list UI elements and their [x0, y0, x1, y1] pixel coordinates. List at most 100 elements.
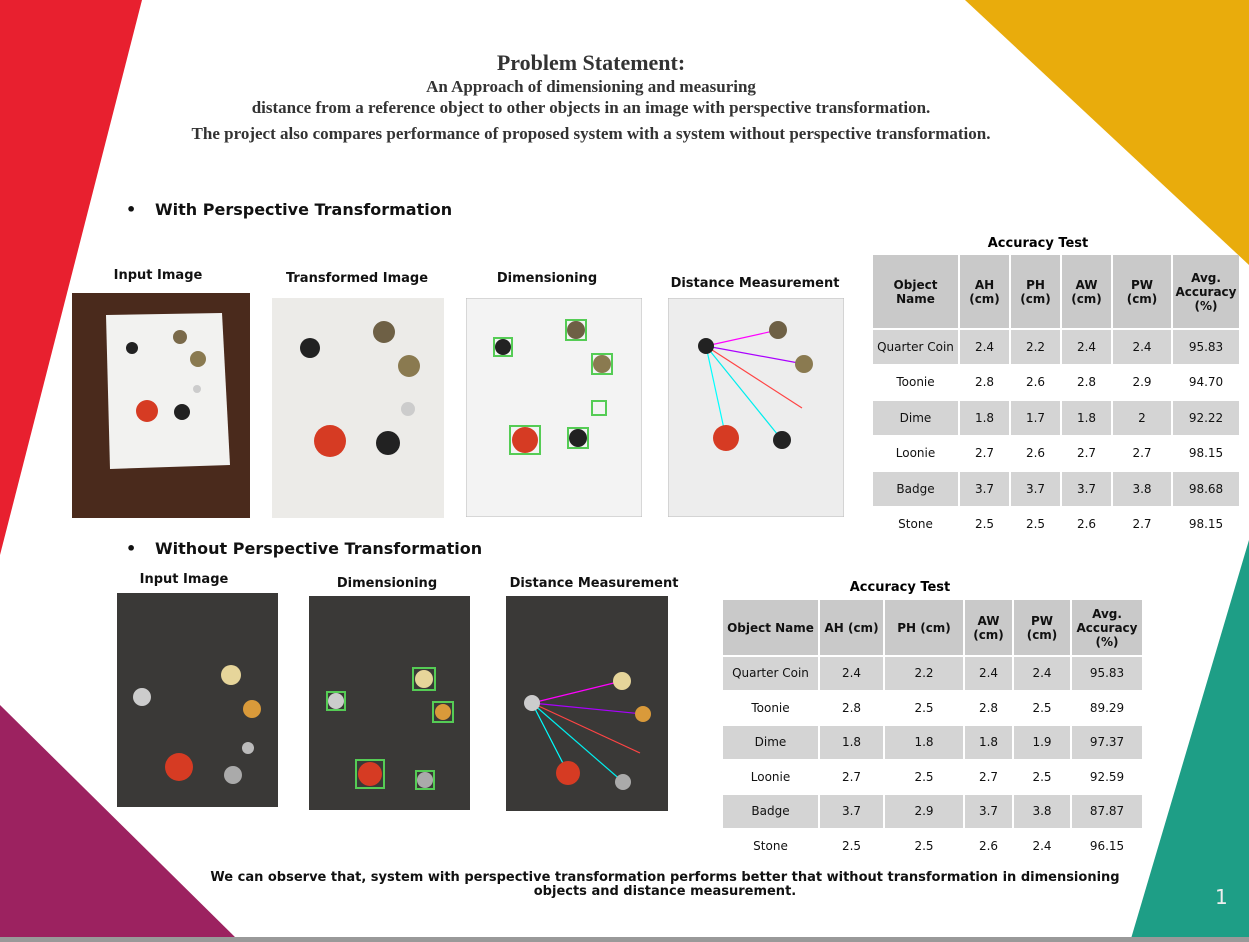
table-cell: 2.8	[841, 700, 862, 715]
table-cell: 3.8	[1113, 472, 1171, 506]
column-header: PH (cm)	[1011, 255, 1060, 328]
photo	[309, 596, 470, 810]
table-cell: 2.5	[1032, 769, 1052, 784]
table-cell: 2.2	[1011, 330, 1060, 364]
table-row: Badge 3.7 3.7 3.7 3.8 98.68	[873, 472, 1239, 506]
table-cell: 2.4	[1014, 657, 1070, 690]
table-cell: 3.8	[1014, 795, 1070, 828]
table-cell: 2	[1113, 401, 1171, 435]
table-cell: 89.29	[1089, 700, 1125, 715]
table-cell: 2.9	[1132, 375, 1152, 390]
header-row: Object Name AH (cm) PH (cm) AW (cm) PW (cm) A…	[873, 255, 1239, 328]
column-header: Avg. Accuracy (%)	[1173, 255, 1239, 328]
table-cell: 2.5	[914, 700, 934, 715]
table-cell: 1.7	[1011, 401, 1060, 435]
table-row: Loonie 2.7 2.6 2.7 2.7 98.15	[873, 437, 1239, 471]
table-row: Quarter Coin 2.4 2.2 2.4 2.4 95.83	[873, 330, 1239, 364]
table-cell: Badge	[723, 795, 818, 828]
table-cell: 2.4	[1113, 330, 1171, 364]
table-cell: 2.4	[1062, 330, 1111, 364]
table-cell: 1.8	[820, 726, 883, 759]
table-cell: 2.5	[1032, 700, 1052, 715]
table-cell: 2.4	[1032, 838, 1052, 853]
table-title: Accuracy Test	[849, 580, 951, 595]
table-cell: 2.2	[885, 657, 963, 690]
title: Problem Statement:	[496, 50, 686, 75]
table-cell: 98.15	[1188, 446, 1224, 461]
table-cell: Toonie	[751, 700, 790, 715]
subtitle: An Approach of dimensioning and measurin…	[426, 77, 756, 96]
table-cell: 1.8	[965, 726, 1012, 759]
table-cell: 1.8	[960, 401, 1009, 435]
table-cell: 96.15	[1089, 838, 1125, 853]
table-cell: 2.5	[841, 838, 862, 853]
table-cell: Stone	[898, 517, 933, 532]
table-cell: 2.5	[1025, 517, 1046, 532]
table-cell: 2.6	[1076, 517, 1097, 532]
table-cell: 3.7	[960, 472, 1009, 506]
table-cell: 95.83	[1072, 657, 1142, 690]
conclusion: We can observe that, system with perspec…	[210, 870, 1120, 899]
table-row: Stone 2.5 2.5 2.6 2.4 96.15	[723, 830, 1142, 863]
table-cell: 2.5	[974, 517, 995, 532]
photo	[668, 298, 844, 517]
table-cell: Loonie	[750, 769, 791, 784]
caption: Input Image	[113, 268, 203, 283]
column-header: PW (cm)	[1014, 600, 1070, 655]
page-number: 1	[1215, 885, 1228, 909]
column-header: AH (cm)	[960, 255, 1009, 328]
column-header: PH (cm)	[885, 600, 963, 655]
table-cell: 2.7	[1076, 446, 1097, 461]
table-cell: 2.5	[914, 769, 934, 784]
table-cell: Dime	[873, 401, 958, 435]
table-cell: 2.6	[978, 838, 999, 853]
table-cell: 2.8	[1076, 375, 1097, 390]
data-table: Object Name AH (cm) PH (cm) AW (cm) PW (cm) A…	[721, 598, 1144, 864]
table-cell: 3.7	[1011, 472, 1060, 506]
table-cell: 2.7	[1132, 517, 1152, 532]
table-title: Accuracy Test	[987, 236, 1089, 251]
subtitle: The project also compares performance of…	[191, 124, 991, 143]
table-cell: 94.70	[1188, 375, 1224, 390]
caption: Distance Measurement	[670, 276, 840, 291]
table-cell: 2.7	[841, 769, 862, 784]
section-heading: Without Perspective Transformation	[155, 539, 483, 558]
table-cell: 3.7	[965, 795, 1012, 828]
table-cell: Stone	[753, 838, 788, 853]
table-cell: 2.6	[1025, 375, 1046, 390]
table-cell: 2.7	[974, 446, 995, 461]
table-cell: 1.8	[1062, 401, 1111, 435]
table-cell: Badge	[873, 472, 958, 506]
table-row: Toonie 2.8 2.5 2.8 2.5 89.29	[723, 692, 1142, 725]
caption: Input Image	[139, 572, 229, 587]
caption: Dimensioning	[336, 576, 438, 591]
table-cell: Quarter Coin	[723, 657, 818, 690]
table-cell: 2.4	[960, 330, 1009, 364]
bullet: •	[126, 200, 137, 219]
table-cell: 3.7	[1062, 472, 1111, 506]
table-cell: Dime	[723, 726, 818, 759]
table-cell: 2.7	[1132, 446, 1152, 461]
table-cell: 92.22	[1173, 401, 1239, 435]
table-row: Dime 1.8 1.7 1.8 2 92.22	[873, 401, 1239, 435]
table-cell: 2.4	[965, 657, 1012, 690]
table-cell: 2.4	[820, 657, 883, 690]
data-table: Object Name AH (cm) PH (cm) AW (cm) PW (cm) A…	[871, 253, 1241, 543]
table-cell: 3.7	[820, 795, 883, 828]
caption: Distance Measurement	[509, 576, 679, 591]
photo	[466, 298, 642, 517]
table-cell: 2.8	[974, 375, 995, 390]
table-cell: 2.6	[1025, 446, 1046, 461]
table-row: Loonie 2.7 2.5 2.7 2.5 92.59	[723, 761, 1142, 794]
table-row: Dime 1.8 1.8 1.8 1.9 97.37	[723, 726, 1142, 759]
column-header: AH (cm)	[820, 600, 883, 655]
caption: Dimensioning	[496, 271, 598, 286]
column-header: PW (cm)	[1113, 255, 1171, 328]
column-header: Avg. Accuracy (%)	[1072, 600, 1142, 655]
table-cell: 87.87	[1072, 795, 1142, 828]
column-header: Object Name	[873, 255, 958, 328]
table-row: Badge 3.7 2.9 3.7 3.8 87.87	[723, 795, 1142, 828]
table-cell: 2.8	[978, 700, 999, 715]
table-cell: 2.9	[885, 795, 963, 828]
